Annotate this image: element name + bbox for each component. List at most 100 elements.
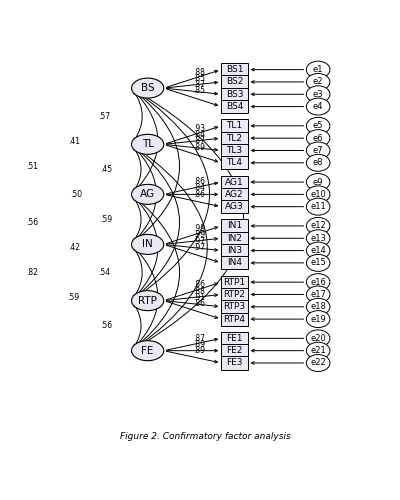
Ellipse shape: [132, 290, 164, 310]
FancyArrowPatch shape: [135, 146, 207, 348]
Text: e3: e3: [313, 90, 324, 99]
Text: AG: AG: [140, 190, 155, 200]
Text: e17: e17: [310, 290, 326, 299]
Text: .45: .45: [100, 165, 112, 174]
FancyArrowPatch shape: [134, 147, 180, 298]
FancyArrowPatch shape: [134, 148, 141, 191]
FancyBboxPatch shape: [221, 244, 248, 257]
Text: .86: .86: [193, 190, 205, 198]
Ellipse shape: [132, 134, 164, 154]
Text: e12: e12: [310, 222, 326, 230]
Text: e9: e9: [313, 178, 323, 186]
Text: .85: .85: [193, 74, 205, 83]
Text: e18: e18: [310, 302, 326, 312]
Text: .97: .97: [193, 242, 205, 252]
Text: e15: e15: [310, 258, 326, 268]
FancyBboxPatch shape: [221, 100, 248, 113]
Text: BS: BS: [141, 83, 154, 93]
Text: .42: .42: [68, 243, 80, 252]
Text: .86: .86: [193, 299, 205, 308]
Text: BS2: BS2: [226, 78, 243, 86]
FancyBboxPatch shape: [221, 176, 248, 188]
Text: .59: .59: [68, 293, 80, 302]
Text: .59: .59: [100, 215, 112, 224]
Text: .99: .99: [193, 224, 205, 234]
Text: e6: e6: [313, 134, 324, 142]
Text: AG1: AG1: [225, 178, 244, 186]
Text: BS4: BS4: [226, 102, 243, 111]
Ellipse shape: [132, 340, 164, 360]
Text: TL2: TL2: [226, 134, 242, 142]
Text: .50: .50: [70, 190, 82, 199]
Text: e1: e1: [313, 65, 323, 74]
Ellipse shape: [306, 198, 330, 215]
FancyBboxPatch shape: [221, 332, 248, 345]
Text: e22: e22: [310, 358, 326, 368]
FancyBboxPatch shape: [221, 156, 248, 170]
Text: IN2: IN2: [227, 234, 242, 243]
FancyArrowPatch shape: [134, 248, 142, 298]
Ellipse shape: [132, 78, 164, 98]
Text: FE: FE: [142, 346, 154, 356]
Text: FE2: FE2: [226, 346, 243, 355]
Text: RTP: RTP: [138, 296, 157, 306]
Ellipse shape: [306, 254, 330, 272]
Text: .41: .41: [68, 136, 80, 145]
Text: BS1: BS1: [226, 65, 243, 74]
FancyBboxPatch shape: [221, 220, 248, 232]
Text: .82: .82: [26, 268, 38, 277]
FancyBboxPatch shape: [221, 144, 248, 157]
Text: .57: .57: [98, 112, 110, 120]
Text: RTP1: RTP1: [223, 278, 246, 286]
Text: .99: .99: [193, 230, 205, 239]
Ellipse shape: [132, 184, 164, 204]
FancyArrowPatch shape: [134, 304, 141, 348]
Text: .89: .89: [193, 346, 205, 355]
Ellipse shape: [306, 286, 330, 303]
FancyBboxPatch shape: [221, 63, 248, 76]
Ellipse shape: [306, 86, 330, 102]
FancyBboxPatch shape: [221, 312, 248, 326]
Text: e4: e4: [313, 102, 323, 111]
Ellipse shape: [132, 234, 164, 255]
Text: e8: e8: [313, 158, 324, 168]
FancyBboxPatch shape: [221, 188, 248, 201]
FancyArrowPatch shape: [135, 90, 244, 348]
Text: .56: .56: [26, 218, 38, 227]
Text: e7: e7: [313, 146, 324, 155]
Text: e21: e21: [310, 346, 326, 355]
Ellipse shape: [306, 174, 330, 190]
Text: IN: IN: [142, 240, 153, 250]
Text: .89: .89: [193, 142, 205, 152]
Ellipse shape: [306, 242, 330, 259]
Ellipse shape: [306, 310, 330, 328]
Text: .86: .86: [193, 178, 205, 186]
FancyBboxPatch shape: [221, 200, 248, 213]
FancyBboxPatch shape: [221, 76, 248, 88]
FancyArrowPatch shape: [134, 147, 156, 242]
FancyBboxPatch shape: [221, 132, 248, 144]
Text: TL3: TL3: [226, 146, 242, 155]
Text: .89: .89: [193, 340, 205, 349]
Ellipse shape: [306, 118, 330, 134]
FancyBboxPatch shape: [221, 288, 248, 301]
Text: FE3: FE3: [226, 358, 243, 368]
FancyArrowPatch shape: [134, 197, 158, 298]
Text: .87: .87: [193, 136, 205, 145]
Ellipse shape: [306, 298, 330, 316]
Ellipse shape: [306, 98, 330, 115]
Text: .51: .51: [26, 162, 38, 171]
Ellipse shape: [306, 330, 330, 347]
Text: IN4: IN4: [227, 258, 242, 268]
Text: .86: .86: [193, 280, 205, 289]
FancyBboxPatch shape: [221, 276, 248, 288]
Ellipse shape: [306, 342, 330, 359]
Text: .56: .56: [100, 321, 112, 330]
FancyBboxPatch shape: [221, 232, 248, 245]
FancyBboxPatch shape: [221, 300, 248, 314]
Text: .91: .91: [193, 293, 205, 302]
FancyArrowPatch shape: [134, 90, 180, 242]
Text: IN3: IN3: [227, 246, 242, 255]
Ellipse shape: [306, 274, 330, 290]
Text: .84: .84: [193, 184, 205, 192]
